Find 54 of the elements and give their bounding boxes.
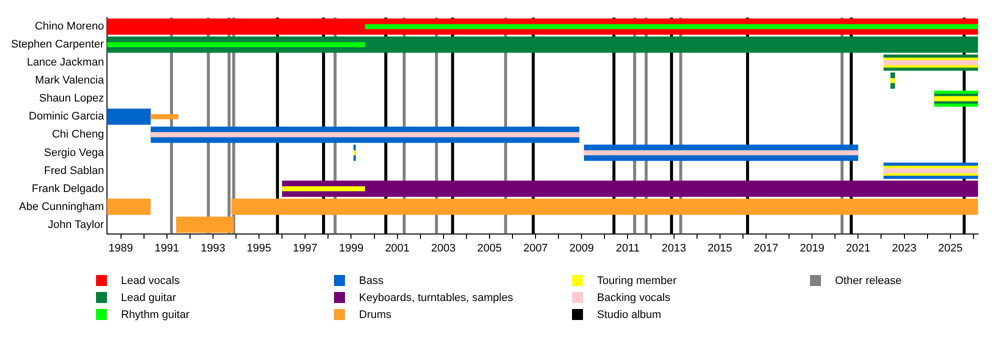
- bar: [106, 36, 978, 53]
- x-tick-label: 2009: [569, 242, 594, 254]
- x-tick-label: 2017: [754, 242, 778, 254]
- bar: [884, 168, 978, 174]
- legend-label: Other release: [835, 274, 902, 286]
- y-tick-label: John Taylor: [48, 218, 104, 231]
- y-tick-label: Sergio Vega: [44, 146, 105, 159]
- y-tick-label: Lance Jackman: [26, 56, 104, 69]
- bar: [934, 96, 978, 102]
- x-tick-label: 1991: [154, 242, 180, 254]
- bar: [890, 78, 896, 84]
- bar: [106, 198, 151, 215]
- y-tick-label: Mark Valencia: [35, 74, 105, 87]
- legend-label: Touring member: [597, 274, 676, 286]
- x-tick-label: 2021: [846, 242, 870, 254]
- x-tick-label: 2023: [892, 242, 917, 254]
- y-tick-label: Chi Cheng: [52, 128, 104, 141]
- y-tick-label: Fred Sablan: [44, 164, 104, 177]
- bar: [282, 180, 978, 197]
- x-tick-label: 1995: [246, 242, 272, 254]
- y-tick-label: Stephen Carpenter: [11, 38, 104, 51]
- bar: [106, 108, 151, 125]
- x-tick-label: 1997: [292, 242, 318, 254]
- x-tick-label: 2001: [385, 242, 410, 254]
- legend-label: Lead vocals: [121, 274, 180, 286]
- x-tick-label: 2003: [431, 242, 456, 254]
- y-tick-label: Chino Moreno: [34, 20, 104, 33]
- x-tick-label: 2025: [938, 242, 963, 254]
- bar: [282, 186, 366, 192]
- y-tick-label: Frank Delgado: [32, 182, 104, 195]
- x-tick-label: 2013: [662, 242, 686, 254]
- legend-label: Keyboards, turntables, samples: [359, 292, 514, 304]
- x-tick-label: 1989: [108, 242, 134, 254]
- legend-label: Studio album: [597, 308, 662, 320]
- legend-label: Drums: [359, 308, 392, 320]
- bar: [106, 42, 366, 48]
- x-tick-label: 2005: [477, 242, 502, 254]
- bar: [584, 150, 858, 156]
- y-tick-label: Dominic Garcia: [28, 110, 105, 123]
- x-tick-label: 2007: [523, 242, 548, 254]
- legend-label: Rhythm guitar: [121, 308, 190, 320]
- x-tick-label: 2019: [800, 242, 824, 254]
- legend-label: Lead guitar: [121, 292, 176, 304]
- bar: [884, 60, 978, 66]
- bar: [365, 24, 978, 30]
- legend-label: Bass: [359, 274, 384, 286]
- x-tick-label: 2011: [616, 242, 640, 254]
- legend-label: Backing vocals: [597, 292, 670, 304]
- y-tick-label: Abe Cunningham: [18, 200, 104, 213]
- x-tick-label: 1993: [200, 242, 226, 254]
- bar: [150, 132, 580, 138]
- y-tick-label: Shaun Lopez: [39, 92, 104, 105]
- x-tick-label: 2015: [708, 242, 732, 254]
- x-tick-label: 1999: [338, 242, 364, 254]
